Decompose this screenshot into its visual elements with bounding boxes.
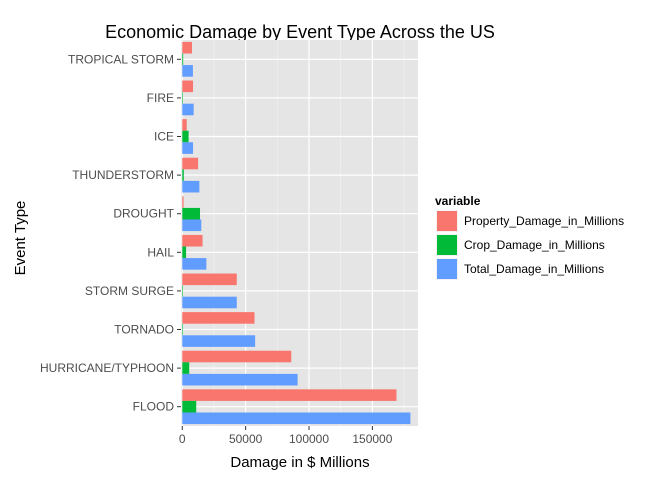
bar-property-damage-in-millions-hurricane-typhoon	[182, 350, 292, 363]
x-tick-label: 100000	[289, 432, 329, 446]
y-tick-label: THUNDERSTORM	[72, 168, 174, 182]
legend-label: Total_Damage_in_Millions	[464, 262, 604, 276]
bar-crop-damage-in-millions-hurricane-typhoon	[182, 362, 190, 374]
y-axis-title: Event Type	[12, 201, 29, 276]
bar-property-damage-in-millions-drought	[182, 196, 184, 208]
bar-property-damage-in-millions-tornado	[182, 312, 255, 324]
legend-label: Property_Damage_in_Millions	[464, 214, 624, 228]
y-tick-label: FIRE	[147, 91, 174, 105]
bar-total-damage-in-millions-hurricane-typhoon	[182, 373, 298, 386]
bar-total-damage-in-millions-ice	[182, 142, 194, 154]
x-tick-label: 150000	[352, 432, 392, 446]
bar-total-damage-in-millions-hail	[182, 258, 207, 270]
bars	[182, 41, 411, 425]
bar-property-damage-in-millions-ice	[182, 119, 187, 131]
y-tick-label: TROPICAL STORM	[68, 52, 174, 66]
x-axis-title: Damage in $ Millions	[230, 454, 369, 471]
chart-title: Economic Damage by Event Type Across the…	[105, 22, 495, 42]
y-axis-ticks: FLOOD HURRICANE/TYPHOON TORNADO STORM SURGE…	[40, 52, 181, 414]
bar-crop-damage-in-millions-ice	[182, 130, 189, 143]
bar-crop-damage-in-millions-hail	[182, 246, 187, 259]
bar-total-damage-in-millions-drought	[182, 219, 202, 232]
bar-crop-damage-in-millions-flood	[182, 400, 197, 413]
bar-property-damage-in-millions-tropical-storm	[182, 41, 193, 54]
bar-total-damage-in-millions-tropical-storm	[182, 65, 193, 77]
y-tick-label: ICE	[154, 130, 174, 144]
x-tick-label: 50000	[229, 432, 263, 446]
legend-title: variable	[435, 194, 481, 208]
bar-property-damage-in-millions-hail	[182, 234, 203, 247]
bar-crop-damage-in-millions-thunderstorm	[182, 169, 184, 181]
bar-total-damage-in-millions-flood	[182, 412, 411, 425]
legend-swatch	[437, 211, 457, 231]
legend-swatch	[437, 259, 457, 279]
legend-swatch	[437, 235, 457, 255]
x-axis-ticks: 0 50000 100000 150000	[179, 426, 393, 446]
bar-property-damage-in-millions-storm-surge	[182, 273, 237, 286]
y-tick-label: HAIL	[147, 245, 174, 259]
x-tick-label: 0	[179, 432, 186, 446]
bar-total-damage-in-millions-tornado	[182, 335, 256, 347]
bar-crop-damage-in-millions-drought	[182, 207, 201, 220]
gridlines	[181, 40, 418, 426]
y-tick-label: DROUGHT	[113, 207, 174, 221]
legend: variable Property_Damage_in_Millions Crop…	[435, 194, 624, 280]
bar-property-damage-in-millions-flood	[182, 389, 397, 401]
bar-property-damage-in-millions-fire	[182, 80, 194, 93]
bar-crop-damage-in-millions-storm-surge	[182, 285, 183, 297]
bar-total-damage-in-millions-storm-surge	[182, 296, 237, 309]
bar-total-damage-in-millions-fire	[182, 103, 194, 116]
bar-crop-damage-in-millions-fire	[182, 92, 183, 104]
y-tick-label: STORM SURGE	[85, 284, 174, 298]
y-tick-label: HURRICANE/TYPHOON	[40, 361, 174, 375]
legend-label: Crop_Damage_in_Millions	[464, 238, 605, 252]
bar-crop-damage-in-millions-tornado	[182, 323, 183, 336]
bar-crop-damage-in-millions-tropical-storm	[182, 53, 184, 66]
y-tick-label: FLOOD	[133, 400, 175, 414]
y-tick-label: TORNADO	[114, 323, 174, 337]
bar-property-damage-in-millions-thunderstorm	[182, 157, 199, 170]
bar-total-damage-in-millions-thunderstorm	[182, 180, 200, 193]
